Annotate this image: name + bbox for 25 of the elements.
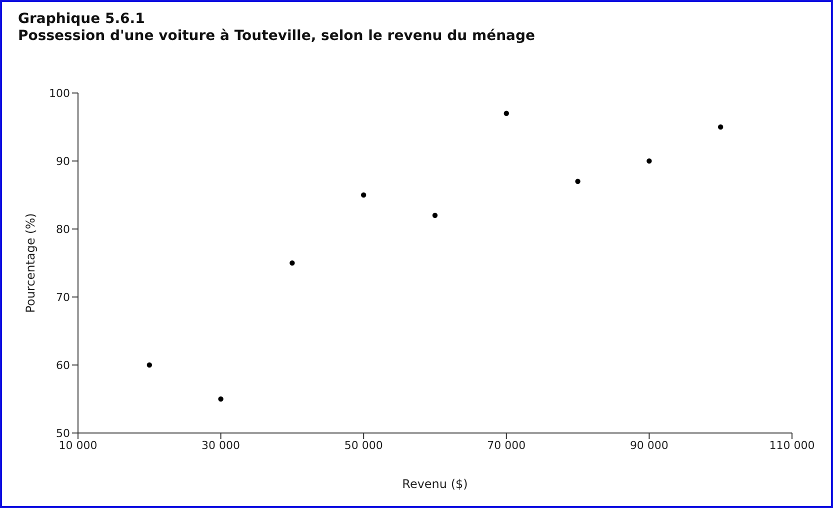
point — [290, 260, 295, 266]
point — [361, 192, 366, 198]
x-tick-label: 50 000 — [344, 438, 383, 452]
point — [575, 178, 580, 184]
x-tick-label: 30 000 — [202, 438, 240, 452]
x-tick-label: 70 000 — [487, 438, 526, 452]
x-axis-title: Revenu ($) — [402, 477, 468, 491]
chart-title: Graphique 5.6.1 — [18, 11, 146, 28]
y-tick-label: 100 — [49, 86, 70, 100]
y-tick-label: 60 — [56, 358, 70, 372]
point — [718, 124, 724, 130]
y-tick-label: 50 — [56, 426, 70, 440]
point — [146, 362, 152, 368]
y-tick-label: 70 — [56, 290, 70, 304]
x-tick-label: 90 000 — [630, 438, 668, 452]
y-tick-label: 90 — [56, 154, 70, 168]
point — [646, 158, 652, 164]
point — [432, 212, 438, 218]
y-tick-label: 80 — [56, 222, 70, 236]
x-tick-label: 10 000 — [58, 438, 98, 452]
x-tick-label: 110 000 — [769, 438, 815, 452]
y-axis-title: Pourcentage (%) — [23, 213, 38, 313]
chart-subtitle: Possession d'une voiture à Touteville, selon le revenu du ménage — [18, 28, 536, 45]
point — [504, 110, 509, 116]
point — [218, 396, 224, 402]
